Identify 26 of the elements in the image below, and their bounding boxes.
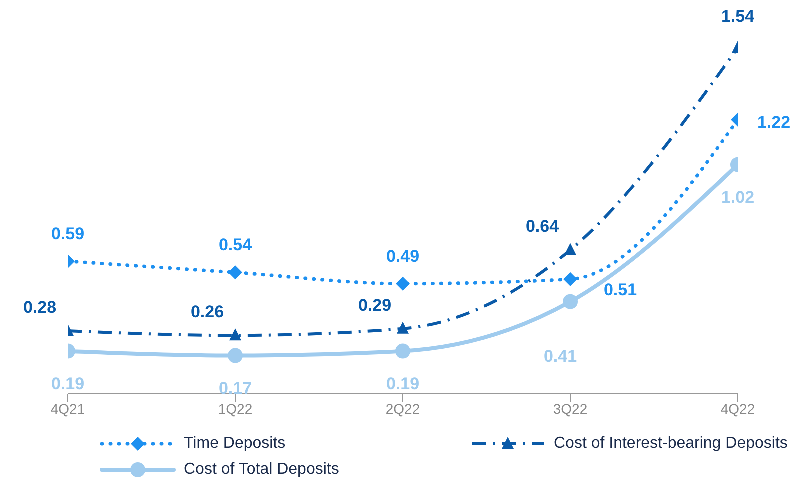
point — [396, 344, 410, 359]
x-tick-label: 2Q22 — [386, 400, 420, 417]
data-label: 0.51 — [604, 280, 638, 300]
legend-label: Cost of Interest-bearing Deposits — [554, 435, 788, 453]
data-label: 0.49 — [386, 246, 420, 266]
point — [397, 322, 409, 334]
data-label: 0.19 — [51, 374, 85, 394]
x-tick-label: 4Q22 — [720, 400, 756, 417]
data-label: 0.26 — [190, 302, 224, 322]
data-label: 0.59 — [51, 224, 85, 244]
x-tick-label: 3Q22 — [553, 400, 588, 417]
legend-label: Cost of Total Deposits — [184, 461, 340, 479]
data-label: 1.02 — [721, 188, 755, 207]
data-label: 0.41 — [544, 346, 578, 366]
data-label: 0.29 — [358, 296, 392, 315]
data-label: 0.19 — [386, 374, 420, 394]
data-label: 1.54 — [721, 7, 756, 26]
data-label: 0.17 — [218, 378, 252, 398]
x-tick-label: 4Q21 — [50, 400, 86, 417]
data-label: 1.22 — [757, 112, 791, 132]
data-label: 0.54 — [218, 236, 253, 255]
data-label: 0.28 — [23, 298, 57, 318]
data-label: 0.64 — [526, 217, 560, 236]
legend-label: Time Deposits — [184, 435, 286, 453]
point — [396, 276, 410, 291]
x-tick-label: 1Q22 — [218, 400, 253, 417]
